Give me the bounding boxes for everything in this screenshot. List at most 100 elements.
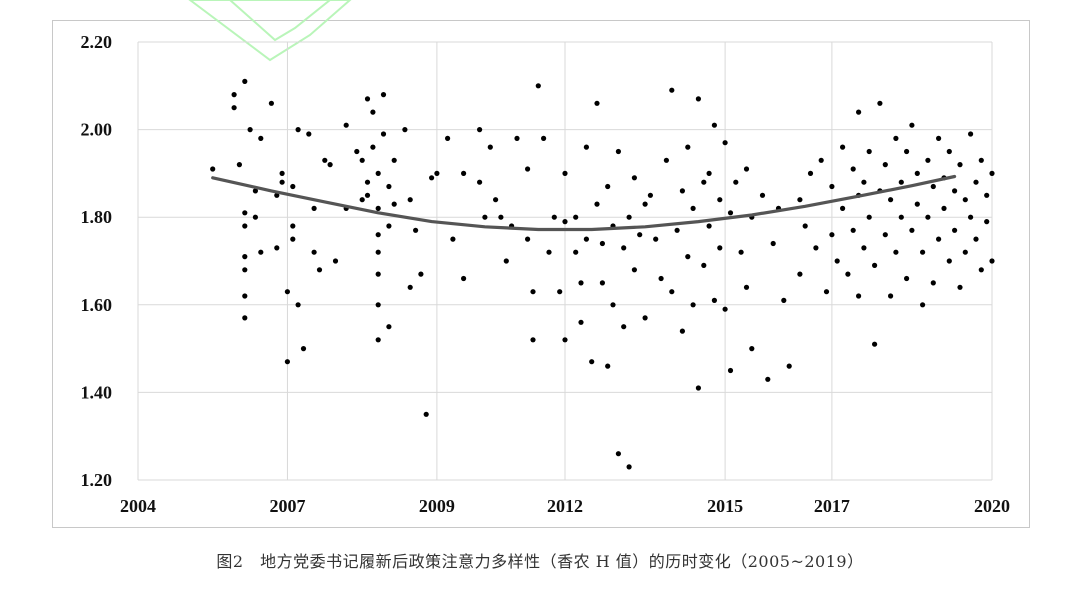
data-point [562, 219, 568, 225]
data-point [258, 249, 264, 255]
data-point [258, 135, 264, 141]
x-tick-label: 2012 [547, 496, 583, 516]
data-point [856, 109, 862, 115]
data-point [391, 201, 397, 207]
x-tick-label: 2007 [269, 496, 305, 516]
data-point [274, 245, 280, 251]
data-point [316, 267, 323, 273]
data-point [380, 92, 387, 98]
data-point [621, 324, 627, 330]
data-point [930, 183, 936, 190]
x-tick-label: 2017 [814, 496, 850, 516]
data-point [236, 162, 242, 168]
data-point [407, 197, 413, 203]
data-point [605, 183, 611, 190]
data-point [418, 271, 424, 277]
data-point [610, 302, 616, 308]
data-point [893, 249, 899, 255]
data-point [380, 131, 387, 137]
data-point [904, 275, 910, 282]
data-point [888, 197, 894, 203]
data-point [402, 127, 408, 133]
data-point [525, 166, 531, 172]
data-point [450, 236, 456, 242]
data-point [690, 205, 696, 211]
data-point [311, 249, 317, 255]
data-point [615, 451, 622, 457]
data-point [541, 135, 547, 141]
data-point [498, 214, 504, 220]
data-point [370, 109, 376, 115]
data-point [231, 105, 237, 111]
data-point [733, 179, 739, 185]
data-point [615, 148, 622, 155]
data-point [936, 135, 942, 141]
data-point [594, 100, 600, 106]
data-point [589, 359, 595, 365]
data-point [434, 170, 440, 176]
data-point [818, 157, 824, 163]
data-point [978, 157, 984, 163]
data-point [327, 162, 333, 168]
data-point [685, 144, 691, 150]
data-point [268, 100, 274, 106]
data-point [637, 232, 643, 238]
data-point [242, 78, 248, 84]
y-tick-label: 1.20 [81, 470, 113, 490]
data-point [669, 289, 675, 295]
data-point [429, 175, 435, 181]
data-point [856, 293, 862, 299]
data-point [242, 315, 248, 321]
data-point [743, 284, 750, 290]
figure-caption: 图2 地方党委书记履新后政策注意力多样性（香农 H 值）的历时变化（2005~2… [216, 552, 864, 571]
data-point [242, 293, 248, 299]
y-tick-label: 2.00 [81, 120, 113, 140]
y-tick-label: 1.40 [81, 382, 113, 402]
data-point [284, 359, 290, 365]
data-point [279, 170, 285, 176]
data-point [962, 249, 968, 255]
data-point [946, 148, 952, 155]
data-point [904, 148, 910, 155]
data-point [274, 192, 280, 198]
data-point [514, 135, 520, 141]
data-point [984, 192, 990, 198]
data-point [364, 179, 371, 185]
data-point [364, 192, 371, 198]
data-point [914, 170, 920, 176]
x-tick-label: 2020 [974, 496, 1010, 516]
data-point [247, 127, 253, 133]
data-point [663, 157, 670, 163]
data-point [797, 271, 803, 277]
data-point [231, 92, 237, 98]
data-point [322, 157, 328, 163]
data-point [594, 201, 600, 207]
data-point [551, 214, 557, 220]
data-point [722, 140, 728, 146]
data-point [279, 179, 285, 185]
data-point [530, 337, 536, 343]
data-point [573, 214, 579, 220]
data-point [423, 411, 429, 417]
data-point [343, 122, 349, 128]
data-point [359, 157, 365, 163]
data-point [738, 249, 744, 255]
data-point [599, 280, 606, 286]
data-point [242, 254, 248, 260]
data-point [695, 385, 702, 391]
data-point [487, 144, 493, 150]
data-point [621, 245, 627, 251]
data-point [461, 275, 467, 282]
data-point [706, 170, 712, 176]
data-point [375, 337, 381, 343]
scatter-chart: 1.20 1.40 1.60 1.80 2.00 2.20 2004 2007 2009 201… [81, 32, 1011, 516]
data-point [813, 245, 819, 251]
data-point [242, 210, 248, 216]
data-point [711, 297, 718, 303]
data-point [957, 284, 963, 290]
data-point [898, 214, 904, 220]
y-tick-label: 1.80 [81, 207, 113, 227]
data-point [210, 166, 216, 172]
data-point [845, 271, 851, 277]
data-point [386, 223, 392, 229]
